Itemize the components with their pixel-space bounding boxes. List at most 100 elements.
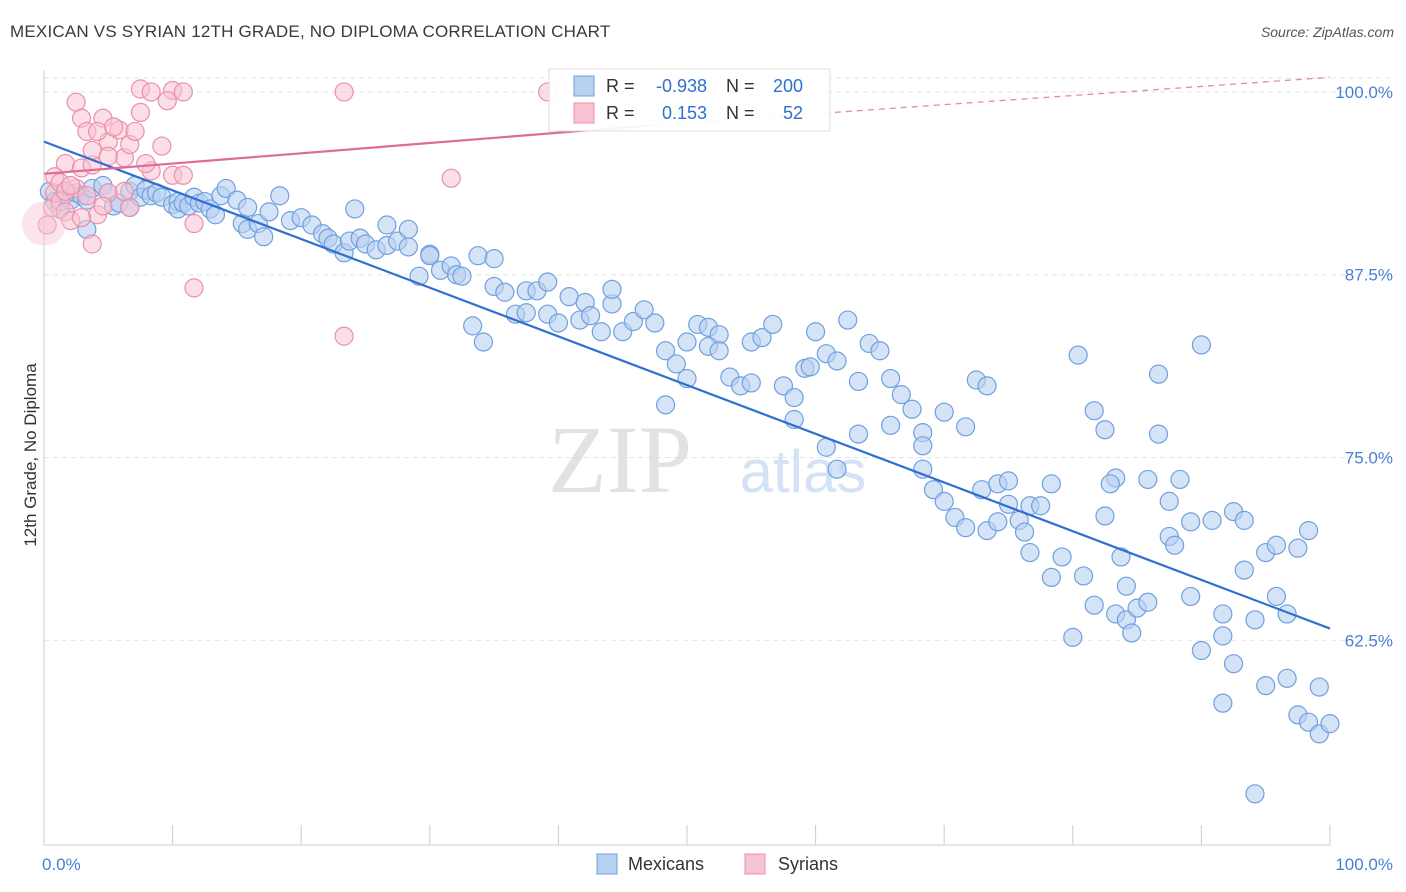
legend-mexicans-swatch[interactable]	[596, 853, 618, 875]
mexicans-point	[1014, 522, 1035, 542]
stats-syrians-swatch	[573, 102, 595, 124]
syrians-point	[22, 201, 66, 246]
mexicans-point	[495, 282, 515, 302]
syrians-point	[334, 82, 354, 102]
mexicans-point	[1165, 535, 1185, 555]
mexicans-point	[934, 491, 954, 511]
mexicans-point	[591, 322, 611, 342]
syrians-point	[130, 102, 151, 123]
mexicans-point	[1202, 510, 1222, 530]
syrians-point	[173, 82, 193, 102]
mexicans-point	[1213, 693, 1233, 713]
trend-lines	[43, 76, 1331, 630]
syrians-point	[152, 136, 172, 156]
stats-syrians-n-label: N =	[726, 103, 755, 123]
syrians-point	[136, 153, 156, 174]
mexicans-point	[1095, 420, 1115, 440]
syrians-point	[66, 92, 86, 112]
mexicans-point	[1234, 510, 1254, 530]
mexicans-point	[1031, 496, 1051, 516]
mexicans-point	[516, 303, 536, 323]
mexicans-point	[891, 385, 911, 405]
mexicans-point	[468, 246, 488, 266]
mexicans-trend-line	[43, 140, 1331, 630]
mexicans-point	[1148, 364, 1169, 384]
mexicans-point	[1148, 424, 1169, 444]
mexicans-point	[913, 436, 933, 456]
mexicans-point	[956, 417, 976, 437]
mexicans-point	[800, 357, 820, 377]
syrians-point	[114, 181, 134, 201]
mexicans-point	[1245, 610, 1265, 630]
mexicans-point	[1223, 654, 1244, 674]
syrians-point	[184, 213, 204, 234]
mexicans-point	[1266, 535, 1287, 555]
syrians-trend-line	[43, 124, 649, 175]
chart-title: MEXICAN VS SYRIAN 12TH GRADE, NO DIPLOMA…	[10, 22, 611, 41]
mexicans-point	[838, 310, 858, 330]
mexicans-point	[634, 300, 654, 320]
mexicans-point	[1100, 474, 1120, 494]
mexicans-point	[763, 314, 783, 335]
mexicans-point	[677, 332, 697, 352]
mexicans-point	[666, 354, 686, 374]
mexicans-point	[463, 316, 483, 336]
syrians-points	[22, 79, 558, 346]
mexicans-point	[1111, 547, 1131, 567]
mexicans-point	[827, 351, 847, 371]
legend-syrians-swatch[interactable]	[744, 853, 766, 875]
mexicans-point	[709, 341, 729, 361]
stats-mexicans-n-label: N =	[726, 76, 755, 96]
syrians-point	[120, 197, 140, 218]
mexicans-point	[1256, 676, 1276, 696]
x-tick-label-end: 100.0%	[1335, 855, 1393, 874]
mexicans-point	[409, 266, 429, 286]
syrians-point	[93, 196, 113, 216]
mexicans-point	[1266, 586, 1287, 607]
legend-syrians-label[interactable]: Syrians	[778, 854, 838, 874]
stats-mexicans-r-value: -0.938	[656, 76, 707, 96]
mexicans-point	[538, 272, 558, 292]
mexicans-point	[270, 186, 290, 206]
tick-labels: 100.0% 87.5% 75.0% 62.5% 0.0% 100.0%	[42, 83, 1393, 874]
mexicans-point	[238, 197, 258, 218]
stats-legend: R = -0.938 N = 200 R = 0.153 N = 52	[548, 68, 831, 132]
mexicans-point	[1181, 586, 1201, 607]
mexicans-point	[1041, 474, 1061, 494]
mexicans-point	[1084, 401, 1104, 421]
syrians-point	[87, 121, 108, 142]
bottom-legend: Mexicans Syrians	[596, 853, 838, 875]
mexicans-point	[1095, 506, 1115, 526]
mexicans-point	[1309, 677, 1329, 697]
syrians-point	[104, 117, 124, 137]
mexicans-point	[1298, 521, 1319, 541]
legend-mexicans-label[interactable]: Mexicans	[628, 854, 704, 874]
mexicans-point	[870, 341, 890, 361]
mexicans-point	[988, 512, 1008, 532]
mexicans-point	[655, 341, 676, 361]
mexicans-point	[1122, 623, 1142, 643]
mexicans-point	[259, 202, 279, 222]
stats-syrians-r-label: R =	[606, 103, 635, 123]
mexicans-point	[998, 471, 1019, 491]
mexicans-point	[1191, 640, 1212, 661]
mexicans-point	[452, 266, 472, 286]
mexicans-point	[1116, 576, 1136, 596]
mexicans-point	[345, 199, 365, 219]
mexicans-point	[1277, 604, 1297, 624]
mexicans-point	[848, 371, 869, 392]
mexicans-point	[548, 313, 569, 333]
syrians-point	[157, 91, 177, 111]
mexicans-point	[645, 313, 665, 333]
source-label: Source: ZipAtlas.com	[1260, 24, 1394, 40]
mexicans-point	[1170, 469, 1190, 490]
stats-syrians-n-value: 52	[783, 103, 803, 123]
syrians-point	[37, 215, 57, 235]
x-tick-label-start: 0.0%	[42, 855, 81, 874]
mexicans-point	[1138, 469, 1158, 490]
mexicans-point	[934, 402, 954, 422]
syrians-point	[334, 326, 354, 346]
mexicans-point	[398, 237, 418, 257]
mexicans-point	[827, 459, 847, 479]
